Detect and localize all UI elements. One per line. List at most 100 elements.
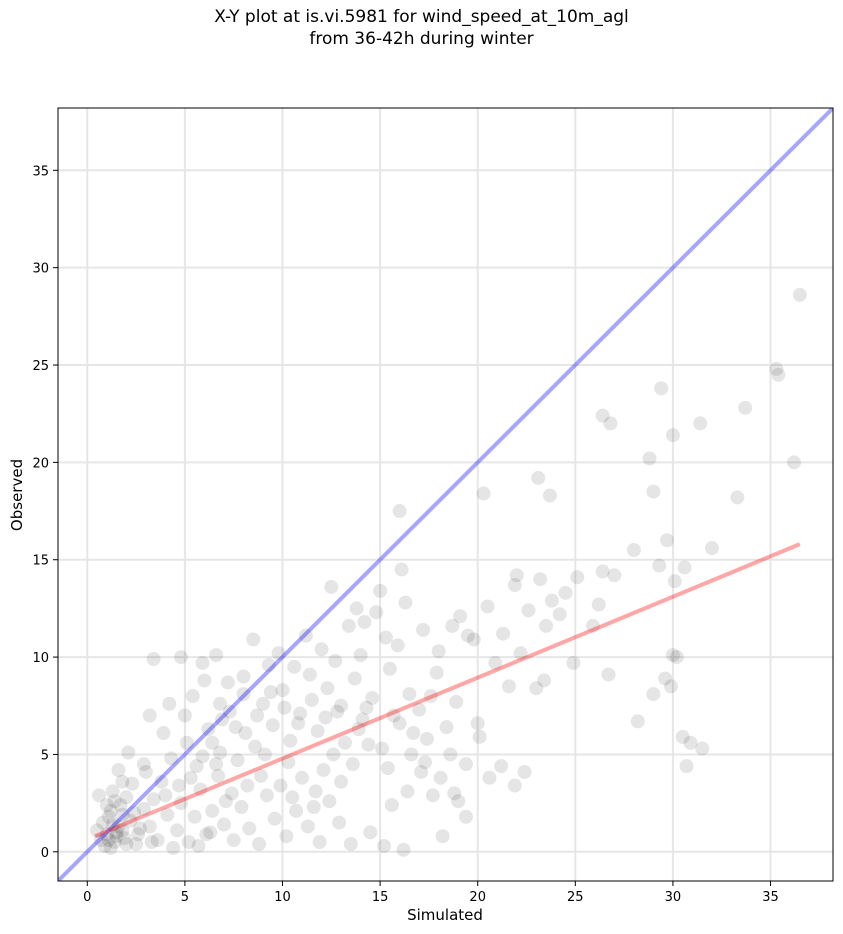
scatter-point bbox=[436, 829, 450, 843]
scatter-point bbox=[195, 749, 209, 763]
scatter-point bbox=[195, 656, 209, 670]
scatter-point bbox=[301, 819, 315, 833]
scatter-point bbox=[473, 730, 487, 744]
scatter-point bbox=[670, 650, 684, 664]
scatter-point bbox=[217, 818, 231, 832]
scatter-point bbox=[342, 619, 356, 633]
scatter-point bbox=[646, 485, 660, 499]
scatter-point bbox=[678, 561, 692, 575]
scatter-point bbox=[311, 724, 325, 738]
x-tick-label: 25 bbox=[567, 890, 584, 905]
scatter-point bbox=[174, 650, 188, 664]
scatter-point bbox=[477, 487, 491, 501]
scatter-point bbox=[172, 779, 186, 793]
scatter-point bbox=[787, 455, 801, 469]
one-to-one-line bbox=[58, 108, 833, 881]
scatter-point bbox=[627, 543, 641, 557]
scatter-point bbox=[227, 833, 241, 847]
scatter-point bbox=[566, 656, 580, 670]
scatter-point bbox=[397, 843, 411, 857]
scatter-point bbox=[793, 288, 807, 302]
scatter-point bbox=[459, 757, 473, 771]
scatter-point bbox=[404, 747, 418, 761]
scatter-point bbox=[326, 747, 340, 761]
scatter-point bbox=[693, 416, 707, 430]
scatter-point bbox=[377, 839, 391, 853]
scatter-point bbox=[664, 679, 678, 693]
scatter-point bbox=[170, 823, 184, 837]
scatter-point bbox=[315, 642, 329, 656]
scatter-point bbox=[592, 598, 606, 612]
scatter-point bbox=[375, 742, 389, 756]
scatter-point bbox=[642, 451, 656, 465]
scatter-point bbox=[178, 708, 192, 722]
scatter-point bbox=[660, 533, 674, 547]
scatter-point bbox=[447, 786, 461, 800]
scatter-point bbox=[143, 819, 157, 833]
scatter-point bbox=[416, 623, 430, 637]
scatter-point bbox=[219, 794, 233, 808]
y-tick-label: 0 bbox=[41, 846, 49, 861]
scatter-point bbox=[250, 708, 264, 722]
scatter-point bbox=[295, 771, 309, 785]
scatter-point bbox=[211, 769, 225, 783]
x-tick-label: 15 bbox=[372, 890, 389, 905]
y-tick-label: 10 bbox=[32, 651, 49, 666]
x-tick-label: 5 bbox=[181, 890, 189, 905]
scatter-point bbox=[231, 753, 245, 767]
scatter-point bbox=[418, 755, 432, 769]
scatter-point bbox=[430, 666, 444, 680]
scatter-point bbox=[285, 790, 299, 804]
scatter-point bbox=[279, 829, 293, 843]
scatter-point bbox=[205, 804, 219, 818]
scatter-point bbox=[328, 654, 342, 668]
scatter-point bbox=[115, 775, 129, 789]
scatter-point bbox=[373, 584, 387, 598]
scatter-point bbox=[680, 759, 694, 773]
scatter-point bbox=[357, 615, 371, 629]
scatter-point bbox=[221, 675, 235, 689]
scatter-point bbox=[324, 580, 338, 594]
scatter-point bbox=[363, 825, 377, 839]
x-axis-label: Simulated bbox=[407, 906, 483, 924]
scatter-point bbox=[242, 821, 256, 835]
scatter-point bbox=[383, 662, 397, 676]
scatter-point bbox=[334, 775, 348, 789]
scatter-point bbox=[268, 812, 282, 826]
scatter-point bbox=[192, 839, 206, 853]
scatter-point bbox=[203, 825, 217, 839]
scatter-point bbox=[496, 627, 510, 641]
scatter-point bbox=[309, 784, 323, 798]
scatter-point bbox=[559, 586, 573, 600]
scatter-point bbox=[320, 681, 334, 695]
scatter-point bbox=[406, 726, 420, 740]
scatter-point bbox=[705, 541, 719, 555]
scatter-point bbox=[420, 732, 434, 746]
y-tick-label: 25 bbox=[32, 359, 49, 374]
scatter-point bbox=[275, 683, 289, 697]
scatter-point bbox=[145, 835, 159, 849]
scatter-point bbox=[166, 841, 180, 855]
scatter-point bbox=[137, 757, 151, 771]
y-tick-label: 5 bbox=[41, 748, 49, 763]
scatter-point bbox=[379, 631, 393, 645]
scatter-point bbox=[143, 708, 157, 722]
scatter-point bbox=[186, 689, 200, 703]
scatter-point bbox=[543, 488, 557, 502]
y-axis: 05101520253035 bbox=[32, 164, 58, 860]
scatter-point bbox=[771, 368, 785, 382]
scatter-point bbox=[480, 599, 494, 613]
scatter-point bbox=[596, 564, 610, 578]
scatter-point bbox=[432, 644, 446, 658]
scatter-point bbox=[252, 837, 266, 851]
points-layer bbox=[90, 288, 807, 857]
scatter-point bbox=[344, 837, 358, 851]
scatter-point bbox=[209, 648, 223, 662]
scatter-point bbox=[188, 810, 202, 824]
y-tick-label: 35 bbox=[32, 164, 49, 179]
scatter-point bbox=[666, 428, 680, 442]
scatter-point bbox=[229, 720, 243, 734]
scatter-point bbox=[730, 490, 744, 504]
scatter-point bbox=[283, 734, 297, 748]
